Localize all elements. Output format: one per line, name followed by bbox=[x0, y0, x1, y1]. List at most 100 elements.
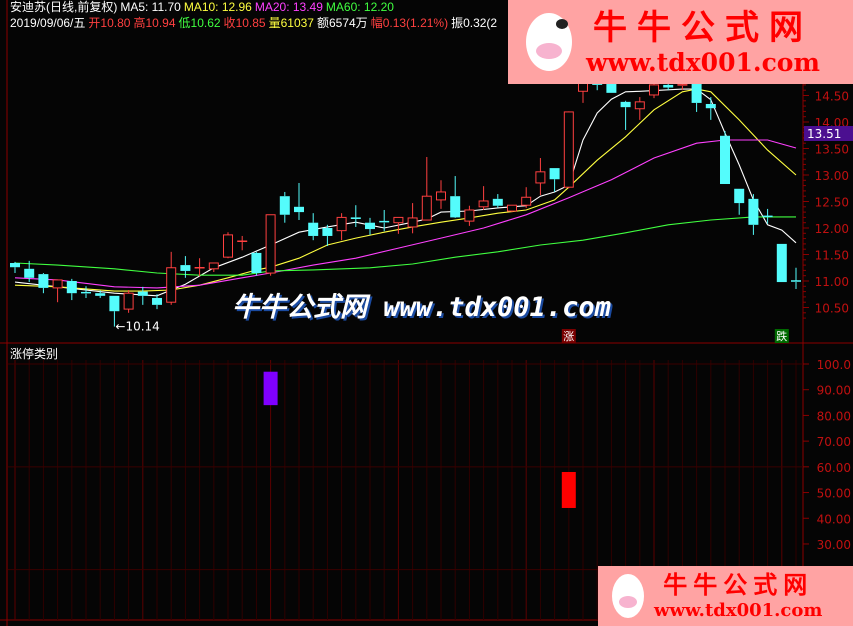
ma10-line bbox=[14, 88, 797, 292]
price-tick-label: 11.00 bbox=[815, 275, 849, 289]
candle bbox=[492, 194, 503, 208]
candle bbox=[237, 235, 248, 251]
candle-body bbox=[152, 297, 162, 305]
open-value: 10.80 bbox=[100, 16, 131, 30]
candle bbox=[450, 176, 461, 218]
sub-tick-label: 80.00 bbox=[817, 409, 851, 423]
candle-body bbox=[464, 209, 475, 222]
candle-body bbox=[705, 103, 716, 109]
candle bbox=[521, 187, 532, 208]
sub-tick-label: 50.00 bbox=[817, 487, 851, 501]
close-value: 10.85 bbox=[235, 16, 266, 30]
candle-body bbox=[450, 196, 461, 218]
sub-tick-label: 40.00 bbox=[817, 512, 851, 526]
candle-body bbox=[620, 101, 631, 108]
candle bbox=[379, 209, 390, 232]
price-tick-label: 12.00 bbox=[815, 222, 849, 236]
candle bbox=[393, 216, 404, 234]
up-marker: 涨 bbox=[563, 330, 574, 343]
candle-body bbox=[563, 111, 574, 188]
current-price-label-bg bbox=[804, 126, 853, 141]
candle-body bbox=[10, 262, 20, 268]
price-tick-label: 14.50 bbox=[815, 90, 849, 104]
candle bbox=[791, 267, 801, 289]
candle bbox=[322, 224, 333, 247]
price-tick-label: 11.50 bbox=[815, 249, 849, 263]
close-label: 收 bbox=[223, 16, 236, 30]
candle-body bbox=[421, 195, 432, 221]
sub-tick-label: 60.00 bbox=[817, 461, 851, 475]
candle bbox=[52, 279, 63, 303]
volume-label: 量 bbox=[268, 16, 281, 30]
indicator-title: 涨停类别 bbox=[10, 347, 59, 361]
header-line-1: 安迪苏(日线,前复权) MA5: 11.70 MA10: 12.96 MA20: 13… bbox=[10, 0, 397, 14]
indicator-bar bbox=[263, 371, 278, 406]
candle bbox=[620, 100, 631, 130]
candle-body bbox=[123, 292, 134, 310]
candle-body bbox=[521, 196, 532, 206]
candle-body bbox=[663, 84, 674, 88]
candle-body bbox=[365, 222, 375, 230]
candle-body bbox=[492, 198, 503, 206]
candle-body bbox=[734, 188, 745, 204]
cow-mascot-icon bbox=[526, 13, 572, 71]
candle bbox=[24, 260, 35, 283]
candle-body bbox=[208, 262, 219, 270]
candle bbox=[123, 290, 134, 313]
candle bbox=[194, 258, 205, 277]
amount-value: 额6574万 bbox=[316, 16, 368, 30]
watermark: 牛牛公式网 www.tdx001.com bbox=[232, 292, 611, 323]
candle-body bbox=[336, 216, 347, 232]
candle bbox=[563, 111, 574, 189]
candle bbox=[152, 294, 162, 310]
logo-url: www.tdx001.com bbox=[586, 48, 820, 77]
ma10-value: MA10: 12.96 bbox=[183, 0, 252, 14]
candle-body bbox=[606, 79, 617, 93]
candle-body bbox=[691, 82, 702, 103]
candle-body bbox=[393, 216, 404, 224]
ma20-line bbox=[14, 139, 797, 289]
candle-body bbox=[634, 101, 645, 110]
candle-body bbox=[294, 206, 304, 213]
ma20-value: MA20: 13.49 bbox=[254, 0, 323, 14]
logo-top: 牛牛公式网 www.tdx001.com bbox=[508, 0, 853, 84]
candle-body bbox=[350, 217, 361, 219]
candle bbox=[549, 168, 560, 192]
candle-body bbox=[322, 228, 333, 236]
candle-body bbox=[223, 234, 233, 258]
date: 2019/09/06/五 bbox=[10, 16, 86, 30]
candle bbox=[336, 213, 347, 241]
candle-body bbox=[24, 268, 35, 278]
candle-body bbox=[649, 84, 659, 96]
logo-name: 牛牛公式网 bbox=[592, 8, 813, 48]
candle bbox=[421, 156, 432, 221]
logo-name: 牛牛公式网 bbox=[663, 571, 814, 599]
candle bbox=[350, 205, 361, 227]
candle-body bbox=[52, 279, 63, 289]
candle bbox=[251, 251, 262, 276]
candle-body bbox=[748, 198, 759, 225]
ma60-line bbox=[14, 216, 796, 276]
candle bbox=[464, 205, 475, 226]
candle-body bbox=[251, 252, 262, 274]
candle bbox=[535, 158, 546, 196]
candle-body bbox=[38, 274, 49, 288]
amplitude-value: 振0.32(2 bbox=[451, 16, 498, 30]
candle-body bbox=[535, 171, 546, 184]
low-label: 低 bbox=[178, 16, 191, 30]
candle-body bbox=[66, 281, 77, 294]
ma60-value: MA60: 12.20 bbox=[325, 0, 394, 14]
sub-tick-label: 70.00 bbox=[817, 435, 851, 449]
change-label: 幅 bbox=[370, 16, 383, 30]
sub-tick-label: 100.0 bbox=[817, 358, 851, 372]
header-line-2: 2019/09/06/五 开10.80 高10.94 低10.62 收10.85 量610… bbox=[10, 16, 500, 30]
candle bbox=[38, 273, 49, 294]
low-value: 10.62 bbox=[190, 16, 221, 30]
candle bbox=[776, 243, 787, 283]
candle bbox=[10, 261, 20, 274]
price-tick-label: 10.50 bbox=[815, 302, 849, 316]
high-label: 高 bbox=[133, 16, 146, 30]
candle bbox=[66, 278, 77, 301]
